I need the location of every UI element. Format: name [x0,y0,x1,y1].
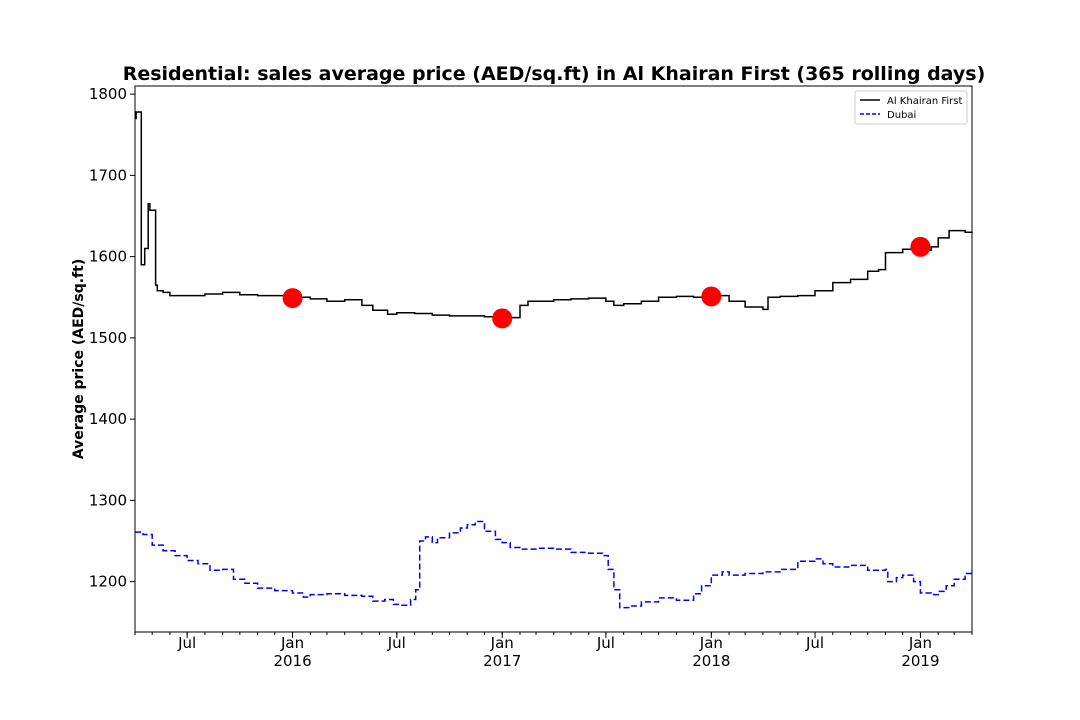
y-tick-label: 1600 [89,248,127,266]
series-line-dubai [135,520,973,609]
legend-box [854,90,968,125]
x-tick-label: Jul [177,634,196,652]
x-tick-year-label: 2019 [901,652,939,670]
data-marker [282,288,303,309]
y-tick-label: 1300 [89,491,127,509]
data-marker [701,286,722,307]
x-tick-label: Jul [387,634,406,652]
x-tick-label: Jan [908,634,932,652]
y-tick-label: 1200 [89,573,127,591]
x-tick-year-label: 2016 [273,652,311,670]
legend: Al Khairan First Dubai [854,90,968,125]
data-marker [910,236,931,257]
y-tick-label: 1500 [89,329,127,347]
y-tick-label: 1400 [89,410,127,428]
plot-frame [134,85,973,633]
x-tick-label: Jan [490,634,514,652]
legend-label: Al Khairan First [887,96,962,107]
x-tick-year-label: 2018 [692,652,730,670]
y-axis-label: Average price (AED/sq.ft) [71,259,87,459]
data-marker [492,308,513,329]
series-line-al-khairan-first [135,111,973,319]
x-tick-label: Jan [699,634,723,652]
y-tick-label: 1800 [89,85,127,103]
x-tick-year-label: 2017 [483,652,521,670]
x-tick-label: Jul [596,634,615,652]
chart-title: Residential: sales average price (AED/sq… [123,63,986,85]
legend-label: Dubai [887,110,916,121]
x-tick-label: Jul [805,634,824,652]
x-tick-label: Jan [280,634,304,652]
y-tick-label: 1700 [89,166,127,184]
